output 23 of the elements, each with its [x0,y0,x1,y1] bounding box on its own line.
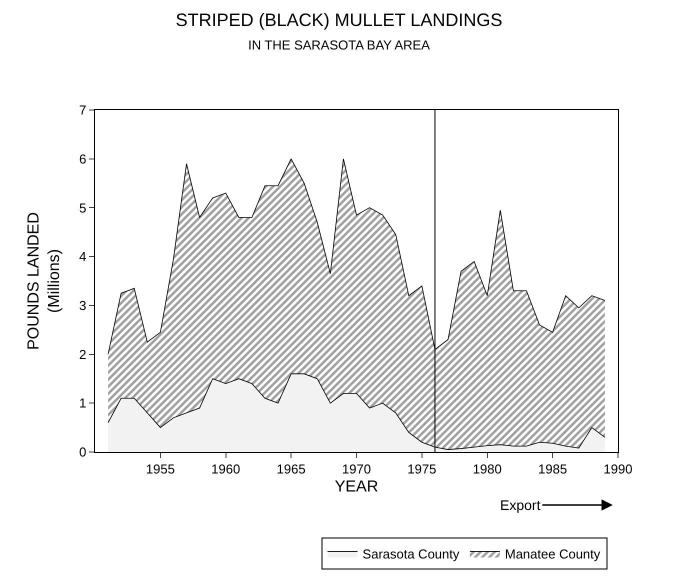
y-tick-label: 7 [79,102,86,118]
y-tick-label: 3 [79,298,86,313]
y-tick-label: 5 [79,200,86,216]
y-tick-label: 2 [79,346,86,362]
y-axis-title: POUNDS LANDED (Millions) [25,212,64,350]
x-tick-label: 1985 [538,462,568,477]
x-tick-label: 1960 [211,462,240,477]
y-tick-label: 0 [79,444,86,460]
x-tick-label: 1970 [342,462,371,477]
chart-subtitle: IN THE SARASOTA BAY AREA [248,38,430,53]
x-tick-label: 1955 [146,462,175,477]
x-axis-title: YEAR [334,478,378,496]
x-tick-label: 1975 [407,462,436,477]
x-tick-label: 1965 [276,462,306,477]
y-tick-label: 4 [79,249,86,264]
y-tick-label: 1 [79,396,86,411]
x-tick-label: 1990 [604,462,632,477]
x-tick-label: 1980 [472,462,502,477]
legend-label: Sarasota County [362,546,460,562]
chart-title: STRIPED (BLACK) MULLET LANDINGS [176,10,502,30]
y-tick-label: 6 [79,151,86,166]
text: Export [500,497,541,513]
legend-label: Manatee County [504,546,601,562]
